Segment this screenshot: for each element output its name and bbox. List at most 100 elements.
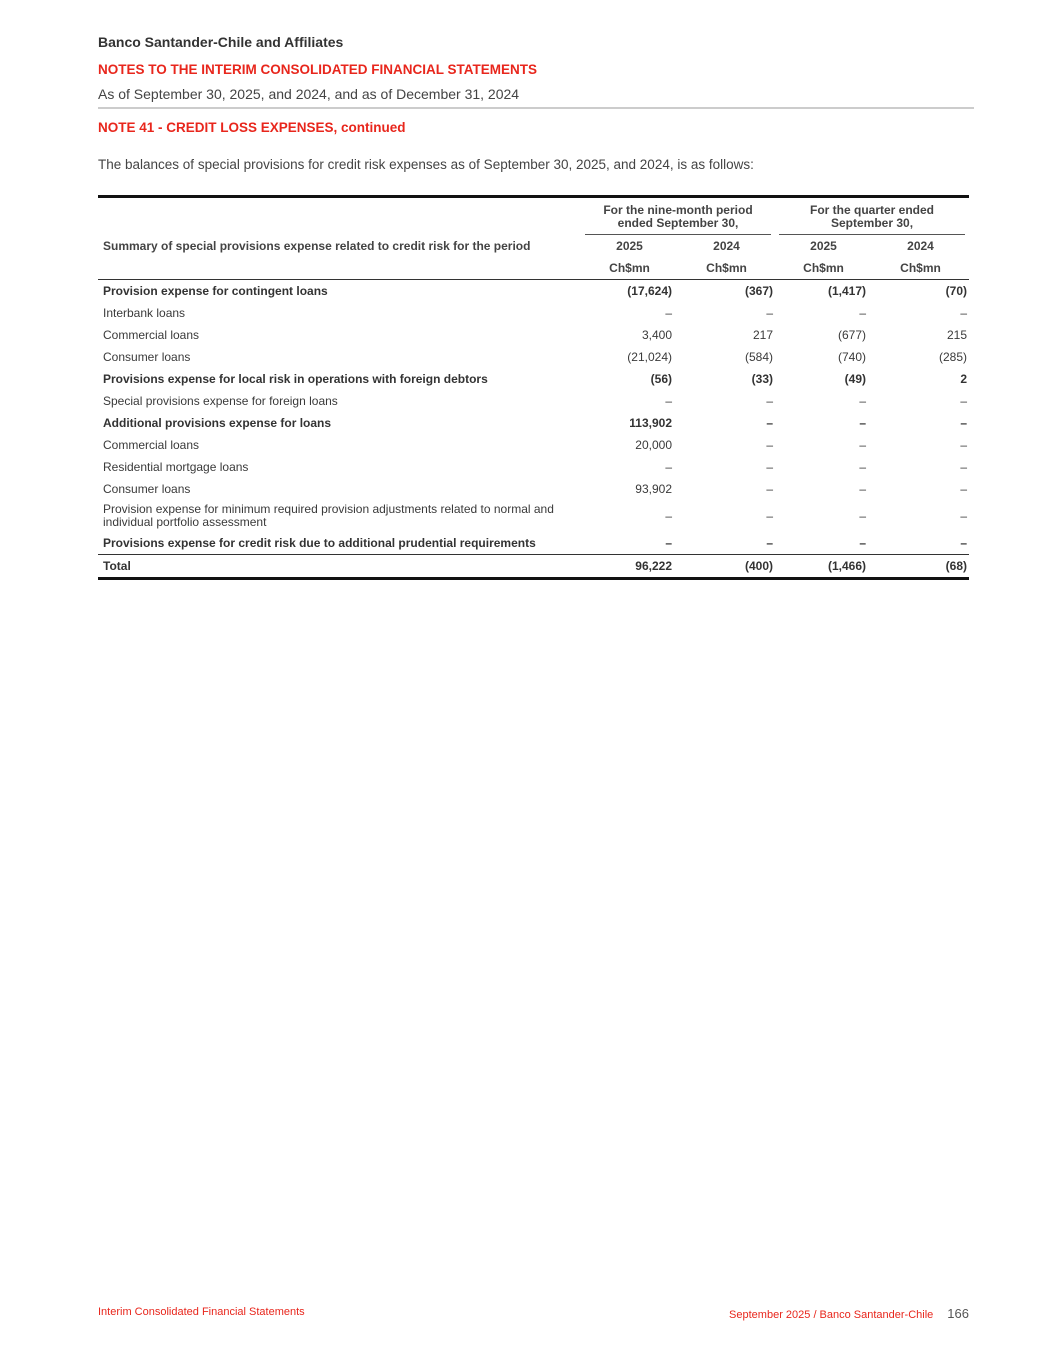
year-header: 2024 <box>907 239 934 253</box>
row-value: – <box>960 536 968 550</box>
row-value: – <box>766 394 773 408</box>
row-value: – <box>766 416 773 430</box>
row-value: – <box>766 306 773 320</box>
provisions-table: For the nine-month period ended Septembe… <box>98 195 970 580</box>
table-row: Provisions expense for local risk in ope… <box>98 368 969 390</box>
table-row: Consumer loans (21,024) (584) (740) (285) <box>98 346 969 368</box>
footer-left: Interim Consolidated Financial Statement… <box>98 1306 305 1318</box>
date-subtitle: As of September 30, 2025, and 2024, and … <box>98 86 520 102</box>
row-label: Commercial loans <box>103 438 200 452</box>
row-value: 3,400 <box>641 328 672 342</box>
row-value: – <box>766 509 773 523</box>
row-value: – <box>665 460 672 474</box>
row-value: 96,222 <box>581 554 678 580</box>
intro-text: The balances of special provisions for c… <box>98 157 754 172</box>
row-value: – <box>665 394 672 408</box>
row-value: – <box>960 482 968 496</box>
row-value: (584) <box>744 350 773 364</box>
row-value: (49) <box>844 372 866 386</box>
page-number: 166 <box>947 1306 969 1321</box>
company-name: Banco Santander-Chile and Affiliates <box>98 34 344 50</box>
row-label: Consumer loans <box>103 350 191 364</box>
row-value: – <box>960 394 968 408</box>
row-value: (33) <box>751 372 773 386</box>
table-row: Special provisions expense for foreign l… <box>98 390 969 412</box>
table-row: Interbank loans – – – – <box>98 302 969 324</box>
row-value: – <box>859 536 866 550</box>
row-label: Total <box>98 554 581 580</box>
group-header-nine-month: For the nine-month period ended Septembe… <box>581 197 775 235</box>
row-value: (17,624) <box>581 279 678 302</box>
row-value: 2 <box>960 372 968 386</box>
table-row: Total 96,222 (400) (1,466) (68) <box>98 554 970 580</box>
row-value: 113,902 <box>629 416 672 430</box>
row-value: – <box>859 482 866 496</box>
section-title: NOTES TO THE INTERIM CONSOLIDATED FINANC… <box>98 62 538 77</box>
year-header: 2024 <box>713 239 740 253</box>
row-label: Provisions expense for credit risk due t… <box>103 536 536 550</box>
row-value: (56) <box>650 372 672 386</box>
row-value: (21,024) <box>627 350 672 364</box>
row-value: – <box>859 306 866 320</box>
table-row: Consumer loans 93,902 – – – <box>98 478 969 500</box>
row-value: – <box>859 460 866 474</box>
row-value: – <box>665 509 672 523</box>
row-value: – <box>859 416 866 430</box>
row-label: Provision expense for minimum required p… <box>103 502 554 529</box>
row-value: 93,902 <box>635 482 672 496</box>
row-value: 217 <box>752 328 773 342</box>
unit-header: Ch$mn <box>803 261 844 275</box>
row-value: – <box>766 482 773 496</box>
row-value: – <box>960 509 968 523</box>
unit-header: Ch$mn <box>609 261 650 275</box>
footer-right: September 2025 / Banco Santander-Chile 16… <box>729 1306 969 1321</box>
row-value: – <box>766 460 773 474</box>
row-value: – <box>960 306 968 320</box>
row-label: Additional provisions expense for loans <box>103 416 332 430</box>
row-label: Commercial loans <box>103 328 200 342</box>
table-row: Provision expense for minimum required p… <box>98 500 969 532</box>
row-value: (68) <box>872 554 970 580</box>
group-header-quarter: For the quarter ended September 30, <box>775 197 969 235</box>
row-value: 215 <box>946 328 968 342</box>
row-value: – <box>960 438 968 452</box>
row-value: 20,000 <box>635 438 672 452</box>
row-label: Residential mortgage loans <box>103 460 249 474</box>
unit-header: Ch$mn <box>900 261 941 275</box>
row-label: Provisions expense for local risk in ope… <box>103 372 488 386</box>
row-value: – <box>766 536 773 550</box>
year-header: 2025 <box>616 239 643 253</box>
row-value: – <box>859 438 866 452</box>
row-value: – <box>665 536 672 550</box>
note-title: NOTE 41 - CREDIT LOSS EXPENSES, continue… <box>98 120 406 135</box>
year-header: 2025 <box>810 239 837 253</box>
row-value: (1,417) <box>775 279 872 302</box>
row-value: – <box>665 306 672 320</box>
row-value: – <box>960 460 968 474</box>
table-row: Commercial loans 3,400 217 (677) 215 <box>98 324 969 346</box>
row-value: (677) <box>837 328 866 342</box>
row-value: – <box>766 438 773 452</box>
row-value: (285) <box>939 350 968 364</box>
row-label: Provision expense for contingent loans <box>98 279 581 302</box>
row-label: Special provisions expense for foreign l… <box>103 394 338 408</box>
row-value: – <box>859 394 866 408</box>
unit-header: Ch$mn <box>706 261 747 275</box>
row-label: Consumer loans <box>103 482 191 496</box>
table-row: Commercial loans 20,000 – – – <box>98 434 969 456</box>
row-value: (400) <box>678 554 775 580</box>
table-row: Provisions expense for credit risk due t… <box>98 532 969 555</box>
table-row: Residential mortgage loans – – – – <box>98 456 969 478</box>
row-value: (367) <box>678 279 775 302</box>
table-row: Provision expense for contingent loans (1… <box>98 279 970 302</box>
row-value: (1,466) <box>775 554 872 580</box>
row-value: – <box>960 416 968 430</box>
row-value: (740) <box>837 350 866 364</box>
row-label: Interbank loans <box>103 306 186 320</box>
header-divider <box>98 107 974 109</box>
row-value: (70) <box>872 279 970 302</box>
row-value: – <box>859 509 866 523</box>
table-row: Additional provisions expense for loans 1… <box>98 412 969 434</box>
row-header: Summary of special provisions expense re… <box>103 239 531 253</box>
